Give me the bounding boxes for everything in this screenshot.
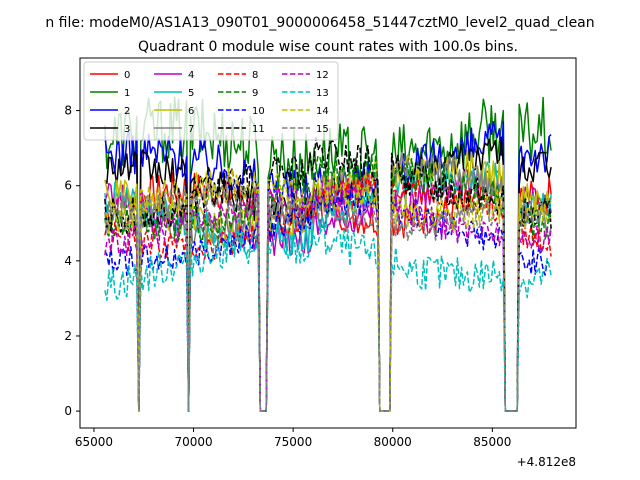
legend-label: 15	[316, 124, 329, 135]
series-line-13	[104, 221, 552, 412]
series-line-15	[104, 183, 552, 412]
legend-label: 5	[188, 88, 194, 99]
x-axis: 65000 70000 75000 80000 85000	[75, 428, 511, 449]
legend-label: 7	[188, 124, 194, 135]
legend-box	[83, 61, 339, 141]
series-group	[104, 96, 552, 412]
legend-label: 12	[316, 70, 329, 81]
x-tick-label: 85000	[473, 435, 511, 449]
legend-label: 0	[124, 70, 130, 81]
legend-label: 14	[316, 106, 329, 117]
x-offset-label: +4.812e8	[517, 455, 576, 469]
legend-label: 11	[252, 124, 265, 135]
legend-label: 9	[252, 88, 258, 99]
suptitle: n file: modeM0/AS1A13_090T01_9000006458_…	[45, 15, 594, 31]
y-tick-label: 8	[64, 104, 72, 118]
legend-label: 13	[316, 88, 329, 99]
y-tick-label: 2	[64, 329, 72, 343]
y-axis: 0 2 4 6 8	[64, 104, 80, 418]
legend-label: 6	[188, 106, 194, 117]
x-tick-label: 80000	[374, 435, 412, 449]
legend-label: 10	[252, 106, 265, 117]
legend-label: 1	[124, 88, 130, 99]
legend-label: 4	[188, 70, 194, 81]
x-tick-label: 75000	[274, 435, 312, 449]
legend-label: 8	[252, 70, 258, 81]
legend-label: 3	[124, 124, 130, 135]
series-line-14	[104, 167, 552, 412]
legend-label: 2	[124, 106, 130, 117]
y-tick-label: 0	[64, 404, 72, 418]
series-line-9	[104, 151, 552, 412]
x-tick-label: 65000	[75, 435, 113, 449]
chart-title: Quadrant 0 module wise count rates with …	[138, 39, 518, 55]
series-line-12	[104, 175, 552, 412]
y-tick-label: 6	[64, 179, 72, 193]
y-tick-label: 4	[64, 254, 72, 268]
plot-frame	[79, 57, 577, 429]
x-tick-label: 70000	[174, 435, 212, 449]
